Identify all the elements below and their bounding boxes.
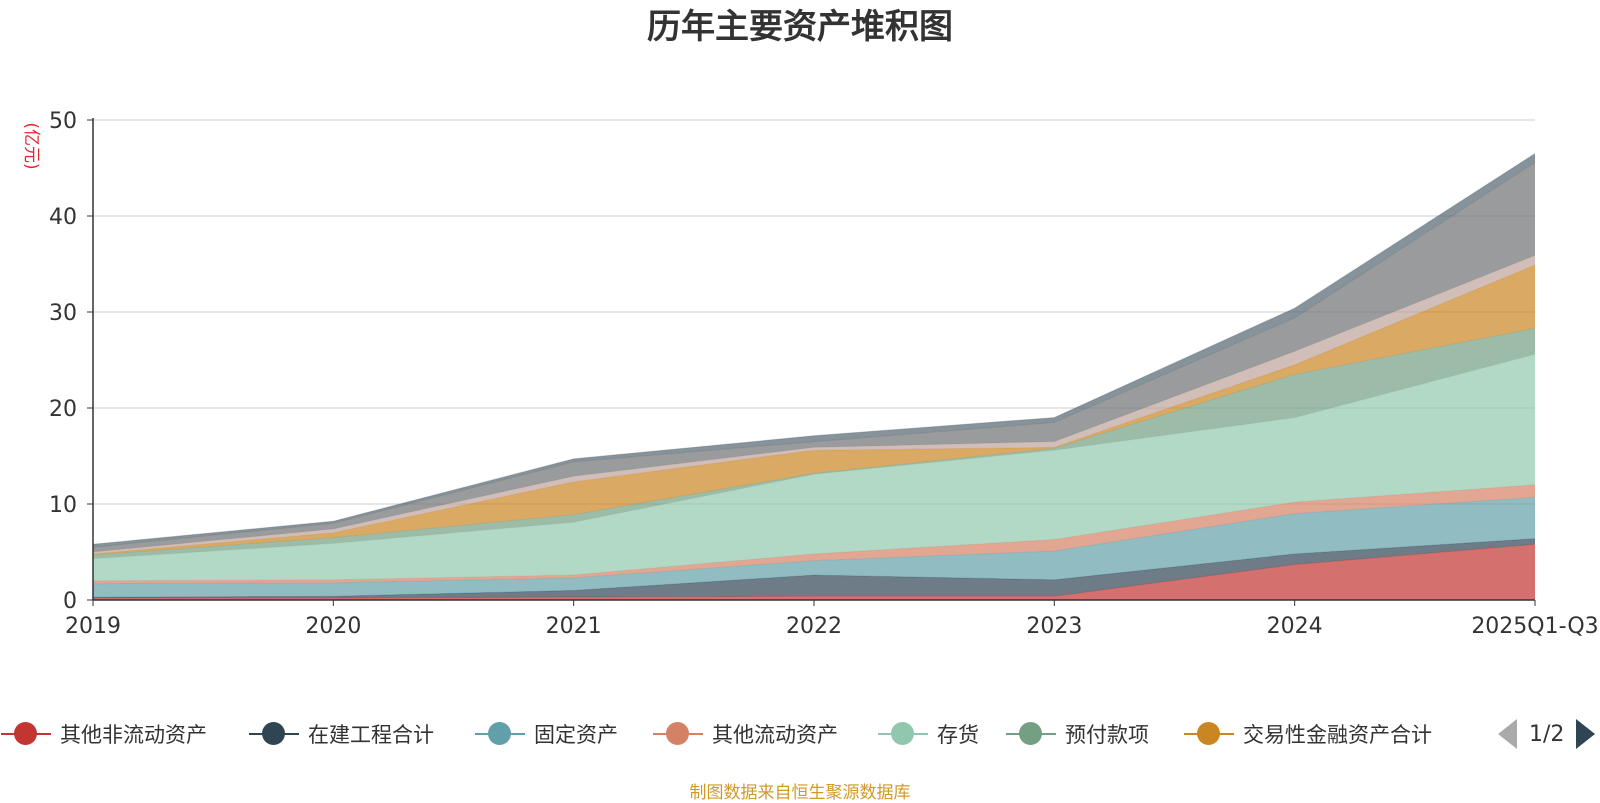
legend-label: 其他非流动资产	[60, 723, 207, 747]
area-series-在建工程合计	[93, 538, 1535, 599]
legend-label: 在建工程合计	[308, 723, 434, 747]
area-series-应收账款	[93, 162, 1535, 552]
x-tick-label: 2022	[786, 614, 842, 639]
legend-label: 其他流动资产	[712, 723, 838, 747]
x-tick-label: 2021	[546, 614, 602, 639]
pager-prev-icon[interactable]	[1498, 719, 1517, 749]
legend-item[interactable]: 其他流动资产	[652, 712, 838, 756]
source-note: 制图数据来自恒生聚源数据库	[689, 783, 911, 803]
y-tick-label: 40	[49, 205, 77, 230]
y-tick-label: 30	[49, 301, 77, 326]
legend-swatch	[1183, 712, 1235, 756]
legend-swatch	[0, 712, 52, 756]
chart-title: 历年主要资产堆积图	[647, 7, 953, 47]
chart-plot: 0 10 20 30 40 50 (亿元) 2019 2020 2021 2022 2023 2024 2…	[21, 109, 1599, 639]
x-tick-label: 2023	[1026, 614, 1082, 639]
legend-swatch	[877, 712, 929, 756]
legend-label: 预付款项	[1065, 723, 1149, 747]
legend-item[interactable]: 其他非流动资产	[0, 712, 207, 756]
legend-swatch	[652, 712, 704, 756]
y-axis-label: (亿元)	[21, 122, 41, 169]
legend-item[interactable]: 固定资产	[474, 712, 618, 756]
x-tick-label: 2024	[1267, 614, 1323, 639]
area-series-其他非流动资产	[93, 544, 1535, 600]
legend-label: 存货	[937, 723, 979, 747]
legend-swatch	[1005, 712, 1057, 756]
legend-label: 固定资产	[534, 723, 618, 747]
legend-swatch	[474, 712, 526, 756]
x-tick-label: 2020	[305, 614, 361, 639]
legend-item[interactable]: 预付款项	[1005, 712, 1149, 756]
y-tick-label: 20	[49, 397, 77, 422]
y-tick-label: 10	[49, 493, 77, 518]
legend-swatch	[248, 712, 300, 756]
legend-pager: 1/2	[1498, 716, 1596, 752]
legend-item[interactable]: 存货	[877, 712, 979, 756]
area-series-存货	[93, 354, 1535, 581]
legend-item[interactable]: 交易性金融资产合计	[1183, 712, 1432, 756]
pager-text: 1/2	[1529, 721, 1565, 747]
legend: 其他非流动资产 在建工程合计 固定资产 其他流动资产 存货 预付款项 交易性金融资产合计 1/…	[0, 712, 1600, 756]
x-tick-label: 2025Q1-Q3	[1471, 614, 1598, 639]
line-series-其他	[92, 153, 1536, 545]
legend-item[interactable]: 在建工程合计	[248, 712, 434, 756]
x-tick-label: 2019	[65, 614, 121, 639]
y-tick-label: 0	[63, 589, 77, 614]
pager-next-icon[interactable]	[1576, 719, 1596, 749]
y-tick-label: 50	[49, 109, 77, 134]
legend-label: 交易性金融资产合计	[1243, 723, 1432, 747]
area-series-固定资产	[93, 497, 1535, 598]
